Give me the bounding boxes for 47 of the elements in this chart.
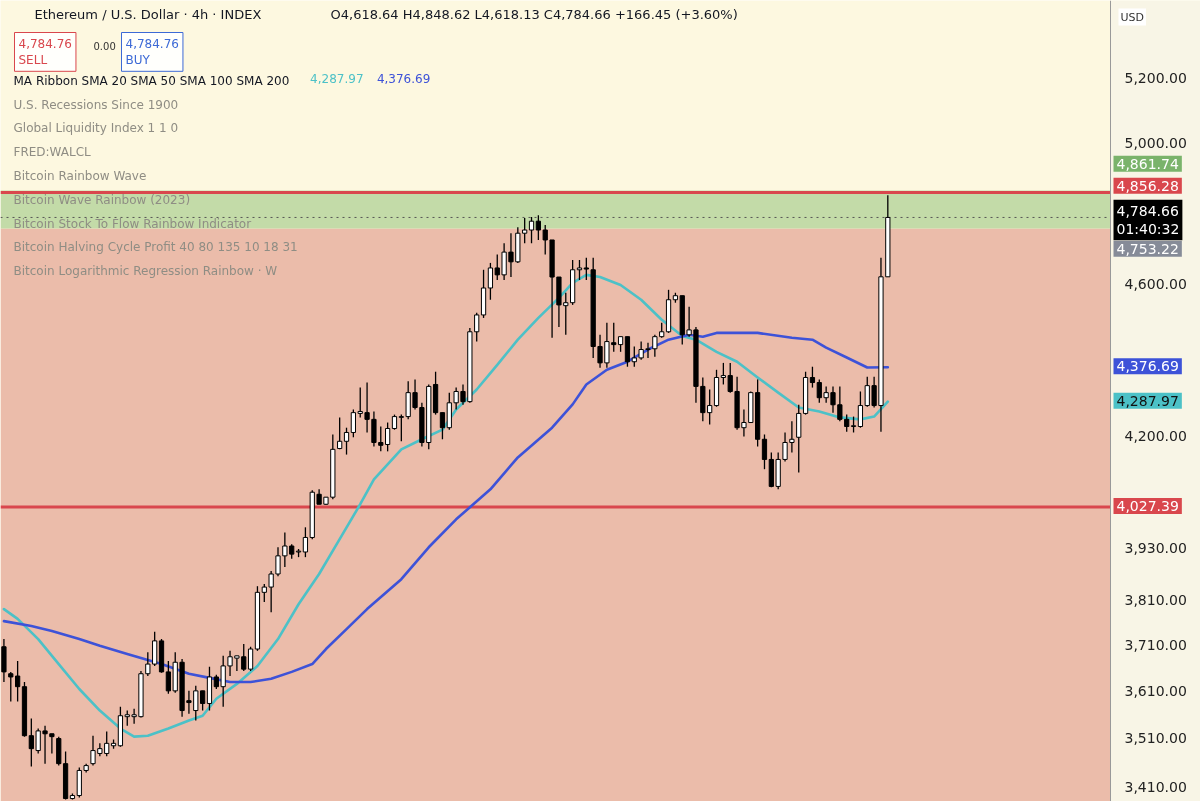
annotation: Bitcoin Rainbow Wave: [13, 168, 147, 183]
y-axis-title: USD: [1120, 10, 1145, 24]
y-tick-label: 3,930.00: [1124, 540, 1187, 557]
candlestick: [439, 411, 446, 440]
annotation: MA Ribbon SMA 20 SMA 50 SMA 100 SMA 200: [13, 73, 290, 88]
candlestick: [474, 312, 480, 343]
annotation: O4,618.64 H4,848.62 L4,618.13 C4,784.66 +166.45 (+3.60%): [330, 6, 738, 22]
text: Ethereum / U.S. Dollar · 4h · INDEX: [34, 6, 262, 22]
y-tick-label: 3,610.00: [1124, 682, 1187, 699]
y-tick-label: 4,600.00: [1124, 275, 1187, 292]
candlestick: [652, 334, 658, 358]
y-tick-label: 5,200.00: [1124, 69, 1187, 86]
annotation: 4,376.69: [376, 71, 431, 86]
annotation: Bitcoin Logarithmic Regression Rainbow · W: [13, 264, 278, 279]
annotation: 0.00: [93, 40, 116, 52]
candlestick: [809, 366, 816, 389]
candlestick: [275, 546, 281, 577]
y-tick-label: 5,000.00: [1124, 135, 1187, 152]
candlestick: [302, 526, 309, 558]
annotation: Bitcoin Stock To Flow Rainbow Indicator: [13, 216, 252, 231]
annotation: 4,784.76 SELL: [18, 36, 72, 68]
text: 4,376.69: [1116, 358, 1179, 375]
y-tick-label: 4,200.00: [1124, 428, 1187, 445]
annotation: 4,784.76 BUY: [125, 36, 179, 68]
y-tick-label: 3,410.00: [1124, 778, 1187, 795]
candlestick: [343, 427, 350, 456]
y-tick-label: 3,710.00: [1124, 636, 1187, 653]
candlestick: [761, 433, 768, 470]
y-tick-label: 3,810.00: [1124, 592, 1187, 609]
candlestick: [583, 257, 589, 281]
annotation: Global Liquidity Index 1 1 0: [13, 121, 179, 136]
candlestick: [576, 259, 583, 281]
band-label: 4,753.22: [1116, 240, 1179, 257]
annotation: 4,287.97: [310, 71, 364, 86]
ref-line-label: 4,856.28: [1116, 177, 1179, 194]
candlestick: [337, 416, 343, 450]
ref-line-label: 4,784.66 01:40:32: [1116, 202, 1180, 238]
y-tick-label: 3,510.00: [1124, 730, 1187, 747]
ref-line-label: 4,027.39: [1116, 498, 1179, 514]
annotation: Bitcoin Halving Cycle Profit 40 80 135 10 18 31: [13, 240, 298, 255]
candlestick: [528, 216, 535, 244]
annotation: Bitcoin Wave Rainbow (2023): [13, 192, 191, 207]
line-series: [2, 331, 890, 684]
annotation: U.S. Recessions Since 1900: [13, 97, 179, 112]
band-label: 4,861.74: [1116, 155, 1179, 172]
text: 4,287.97: [1116, 392, 1179, 409]
annotation: FRED:WALCL: [13, 145, 92, 160]
